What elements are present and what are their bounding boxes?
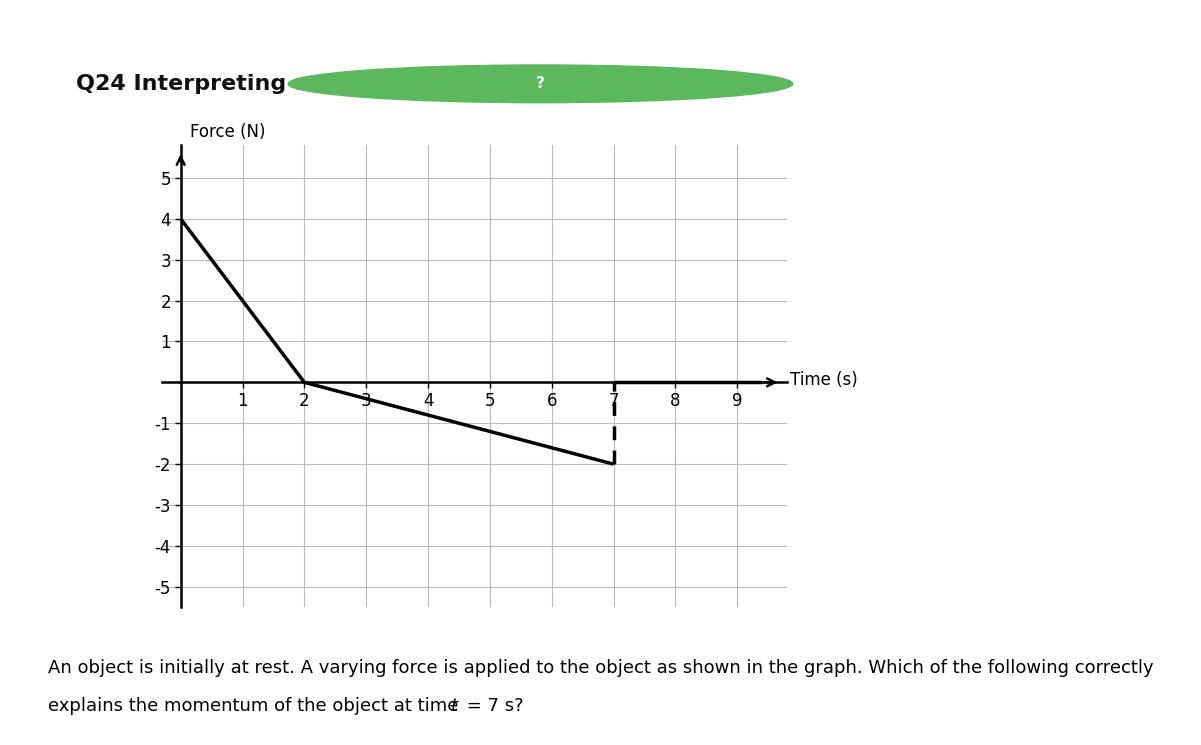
Text: ?: ? (536, 76, 545, 92)
Text: Force (N): Force (N) (190, 123, 265, 142)
Text: explains the momentum of the object at time: explains the momentum of the object at t… (48, 697, 464, 714)
Text: An object is initially at rest. A varying force is applied to the object as show: An object is initially at rest. A varyin… (48, 659, 1154, 677)
Text: Time (s): Time (s) (790, 371, 858, 390)
Circle shape (288, 65, 793, 103)
Text: = 7 s?: = 7 s? (461, 697, 524, 714)
Text: t: t (450, 697, 458, 714)
Text: Q24 Interpreting a force-time graph: Q24 Interpreting a force-time graph (76, 74, 528, 94)
